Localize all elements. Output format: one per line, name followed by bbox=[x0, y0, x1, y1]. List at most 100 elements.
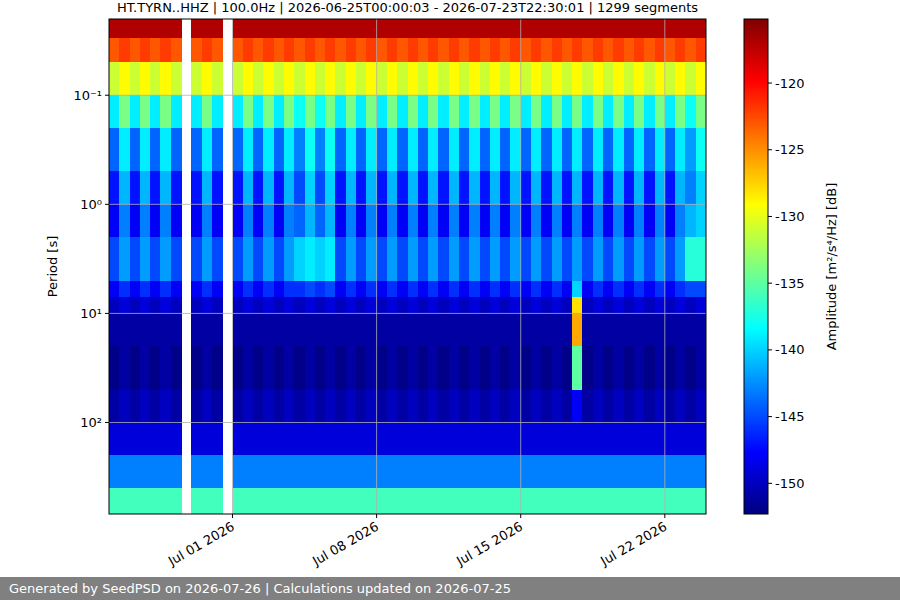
cell bbox=[274, 313, 285, 346]
cell bbox=[613, 171, 624, 204]
cell bbox=[305, 171, 316, 204]
cell bbox=[418, 297, 429, 314]
cell bbox=[572, 313, 583, 346]
cell bbox=[438, 204, 449, 237]
cell bbox=[655, 488, 666, 514]
cell bbox=[377, 422, 388, 455]
cell bbox=[655, 128, 666, 172]
cell bbox=[552, 346, 563, 390]
cell bbox=[521, 237, 532, 281]
cell bbox=[233, 297, 244, 314]
cell bbox=[315, 237, 326, 281]
cell bbox=[160, 171, 171, 204]
cell bbox=[531, 346, 542, 390]
cell bbox=[582, 204, 593, 237]
cell bbox=[696, 128, 706, 172]
cell bbox=[387, 390, 398, 423]
cell bbox=[634, 128, 645, 172]
cell bbox=[305, 237, 316, 281]
grid-line bbox=[109, 313, 706, 314]
cell bbox=[418, 313, 429, 346]
cell bbox=[480, 38, 491, 63]
cell bbox=[593, 19, 604, 39]
cell bbox=[160, 281, 171, 297]
cell bbox=[171, 204, 182, 237]
cell bbox=[603, 297, 614, 314]
cell bbox=[150, 313, 161, 346]
cells bbox=[109, 19, 706, 514]
cell bbox=[408, 19, 419, 39]
cell bbox=[469, 455, 480, 488]
cell bbox=[655, 346, 666, 390]
cell bbox=[119, 128, 130, 172]
cell bbox=[119, 171, 130, 204]
cell bbox=[655, 237, 666, 281]
cell bbox=[685, 237, 696, 281]
cell bbox=[356, 128, 367, 172]
cell bbox=[212, 128, 223, 172]
cell bbox=[130, 390, 141, 423]
cell bbox=[418, 19, 429, 39]
cell bbox=[572, 488, 583, 514]
cell bbox=[593, 488, 604, 514]
cell bbox=[624, 488, 635, 514]
cell bbox=[408, 62, 419, 95]
cell bbox=[160, 390, 171, 423]
cell bbox=[366, 128, 377, 172]
cell bbox=[387, 95, 398, 128]
cell bbox=[397, 281, 408, 297]
cell bbox=[315, 204, 326, 237]
cell bbox=[428, 488, 439, 514]
cell bbox=[613, 128, 624, 172]
cell bbox=[685, 488, 696, 514]
cell bbox=[263, 297, 274, 314]
cell bbox=[562, 128, 573, 172]
cell bbox=[438, 95, 449, 128]
cell bbox=[243, 38, 254, 63]
cell bbox=[562, 455, 573, 488]
cell bbox=[480, 488, 491, 514]
cell bbox=[274, 38, 285, 63]
cell bbox=[428, 313, 439, 346]
cell bbox=[243, 19, 254, 39]
colorbar-tick bbox=[768, 149, 772, 150]
cell bbox=[377, 171, 388, 204]
cell bbox=[191, 19, 202, 39]
cell bbox=[387, 422, 398, 455]
cell bbox=[284, 95, 295, 128]
cell bbox=[582, 95, 593, 128]
cell bbox=[428, 128, 439, 172]
cell bbox=[305, 19, 316, 39]
cell bbox=[325, 390, 336, 423]
cell bbox=[171, 237, 182, 281]
cell bbox=[397, 488, 408, 514]
cell bbox=[315, 281, 326, 297]
cell bbox=[480, 281, 491, 297]
cell bbox=[130, 19, 141, 39]
cell bbox=[644, 38, 655, 63]
cell bbox=[294, 171, 305, 204]
cell bbox=[531, 313, 542, 346]
cell bbox=[510, 281, 521, 297]
cell bbox=[644, 313, 655, 346]
cell bbox=[644, 390, 655, 423]
cell bbox=[130, 455, 141, 488]
cell bbox=[665, 313, 676, 346]
cell bbox=[294, 390, 305, 423]
cell bbox=[160, 455, 171, 488]
cell bbox=[191, 422, 202, 455]
cell bbox=[500, 19, 511, 39]
cell bbox=[263, 204, 274, 237]
cell bbox=[150, 128, 161, 172]
cell bbox=[253, 297, 264, 314]
cell bbox=[346, 38, 357, 63]
cell bbox=[510, 95, 521, 128]
cell bbox=[685, 128, 696, 172]
colorbar-tick-label: -130 bbox=[775, 209, 805, 224]
cell bbox=[284, 390, 295, 423]
cell bbox=[408, 390, 419, 423]
cell bbox=[500, 237, 511, 281]
cell bbox=[325, 38, 336, 63]
cell bbox=[582, 390, 593, 423]
cell bbox=[202, 297, 213, 314]
